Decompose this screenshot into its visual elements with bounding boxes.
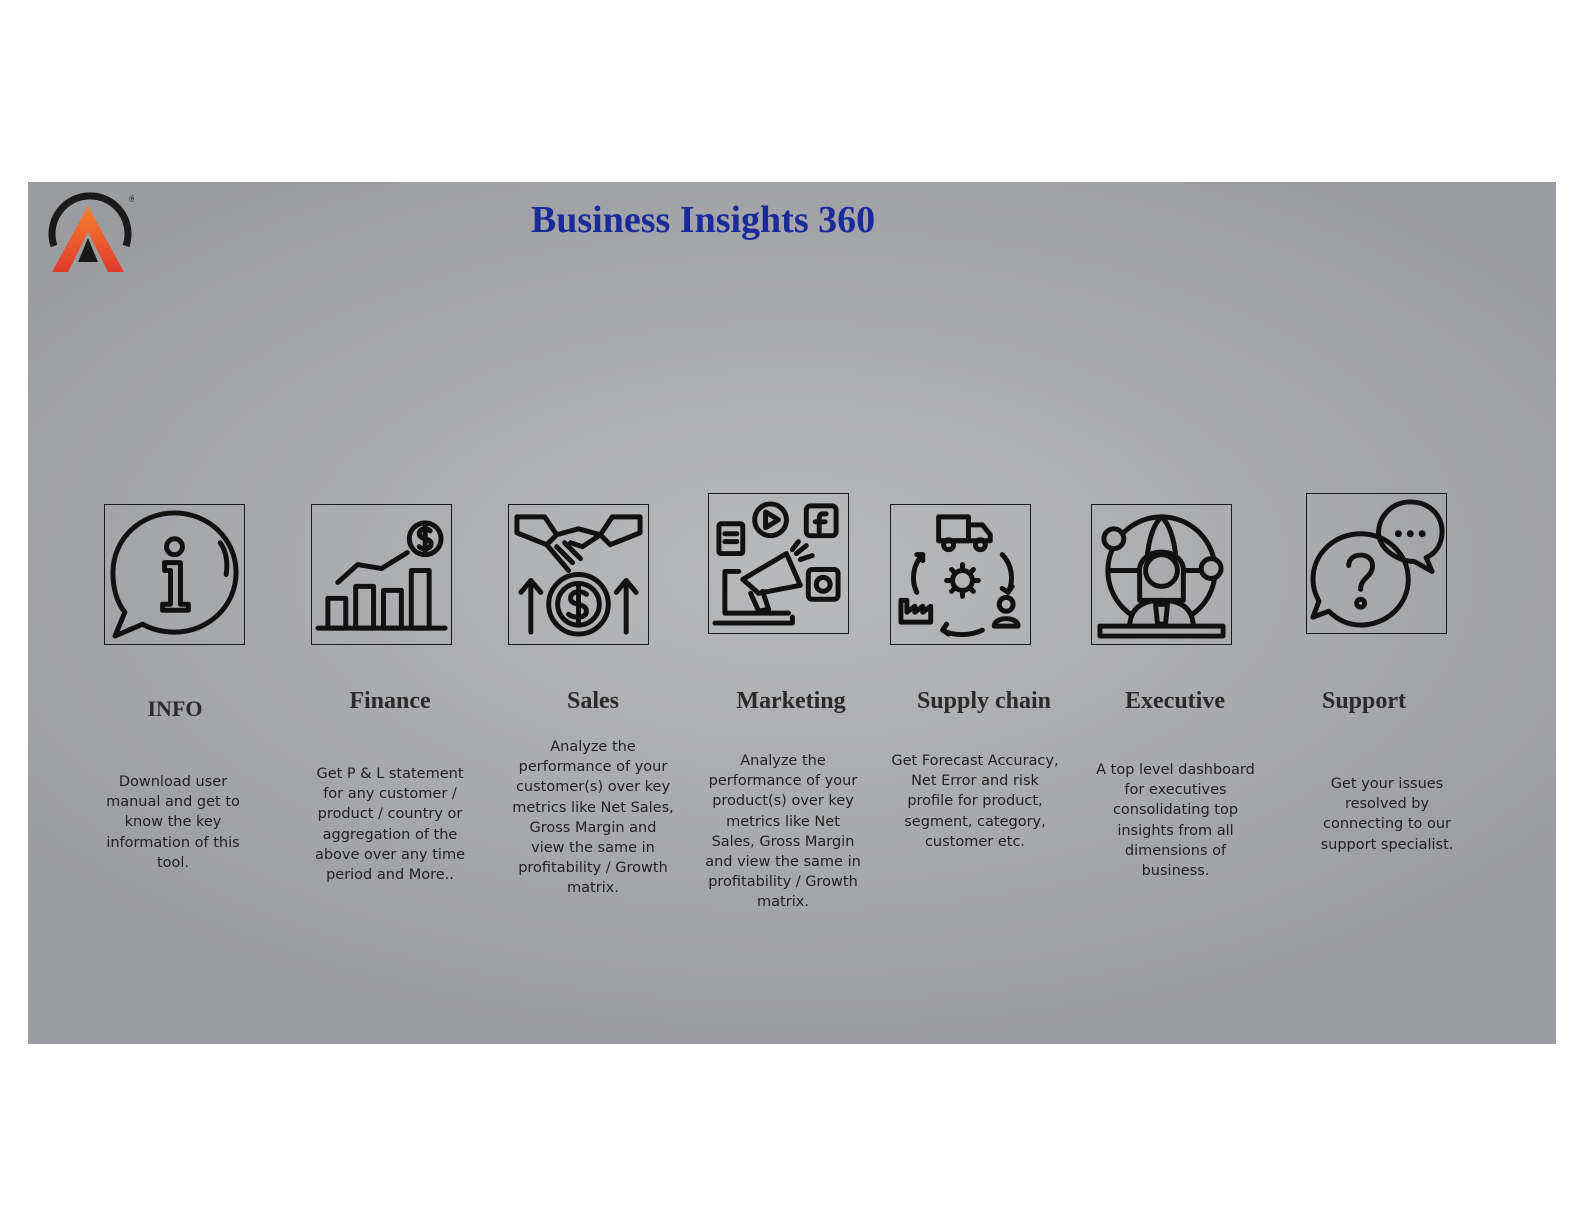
megaphone-social-icon: [712, 501, 841, 626]
info-tile[interactable]: [104, 504, 245, 645]
section-description-support: Get your issues resolved by connecting t…: [1320, 776, 1454, 853]
section-description-marketing: Analyze the performance of your product(…: [705, 753, 861, 911]
section-description-info: Download user manual and get to know the…: [106, 774, 240, 871]
supply-chain-tile[interactable]: [890, 504, 1031, 645]
section-description-executive: A top level dashboard for executives con…: [1096, 762, 1255, 880]
section-description-sales: Analyze the performance of your customer…: [512, 739, 674, 897]
section-label-info[interactable]: INFO: [147, 696, 203, 721]
svg-text:®: ®: [128, 195, 134, 205]
bar-chart-dollar-icon: [315, 520, 448, 631]
executive-tile[interactable]: [1091, 504, 1232, 645]
sales-tile[interactable]: [508, 504, 649, 645]
company-logo: ®: [44, 188, 137, 274]
section-label-marketing[interactable]: Marketing: [736, 688, 846, 714]
section-label-finance[interactable]: Finance: [349, 688, 431, 714]
section-label-sales[interactable]: Sales: [566, 688, 619, 714]
section-label-supply-chain[interactable]: Supply chain: [916, 688, 1052, 714]
support-tile[interactable]: [1306, 493, 1447, 634]
supply-chain-cycle-icon: [898, 514, 1021, 638]
section-description-supply-chain: Get Forecast Accuracy, Net Error and ris…: [891, 753, 1059, 850]
page-title: Business Insights 360: [530, 199, 876, 241]
section-label-support[interactable]: Support: [1321, 688, 1407, 714]
marketing-tile[interactable]: [708, 493, 849, 634]
handshake-dollar-icon: [514, 514, 643, 637]
slide-canvas: ® Business Insights 360 INFO Download us…: [28, 182, 1556, 1044]
info-speech-bubble-icon: [110, 510, 239, 639]
section-label-executive[interactable]: Executive: [1125, 688, 1225, 714]
support-chat-question-icon: [1310, 499, 1445, 628]
finance-tile[interactable]: [311, 504, 452, 645]
executive-globe-icon: [1097, 514, 1226, 639]
section-description-finance: Get P & L statement for any customer / p…: [314, 766, 466, 884]
